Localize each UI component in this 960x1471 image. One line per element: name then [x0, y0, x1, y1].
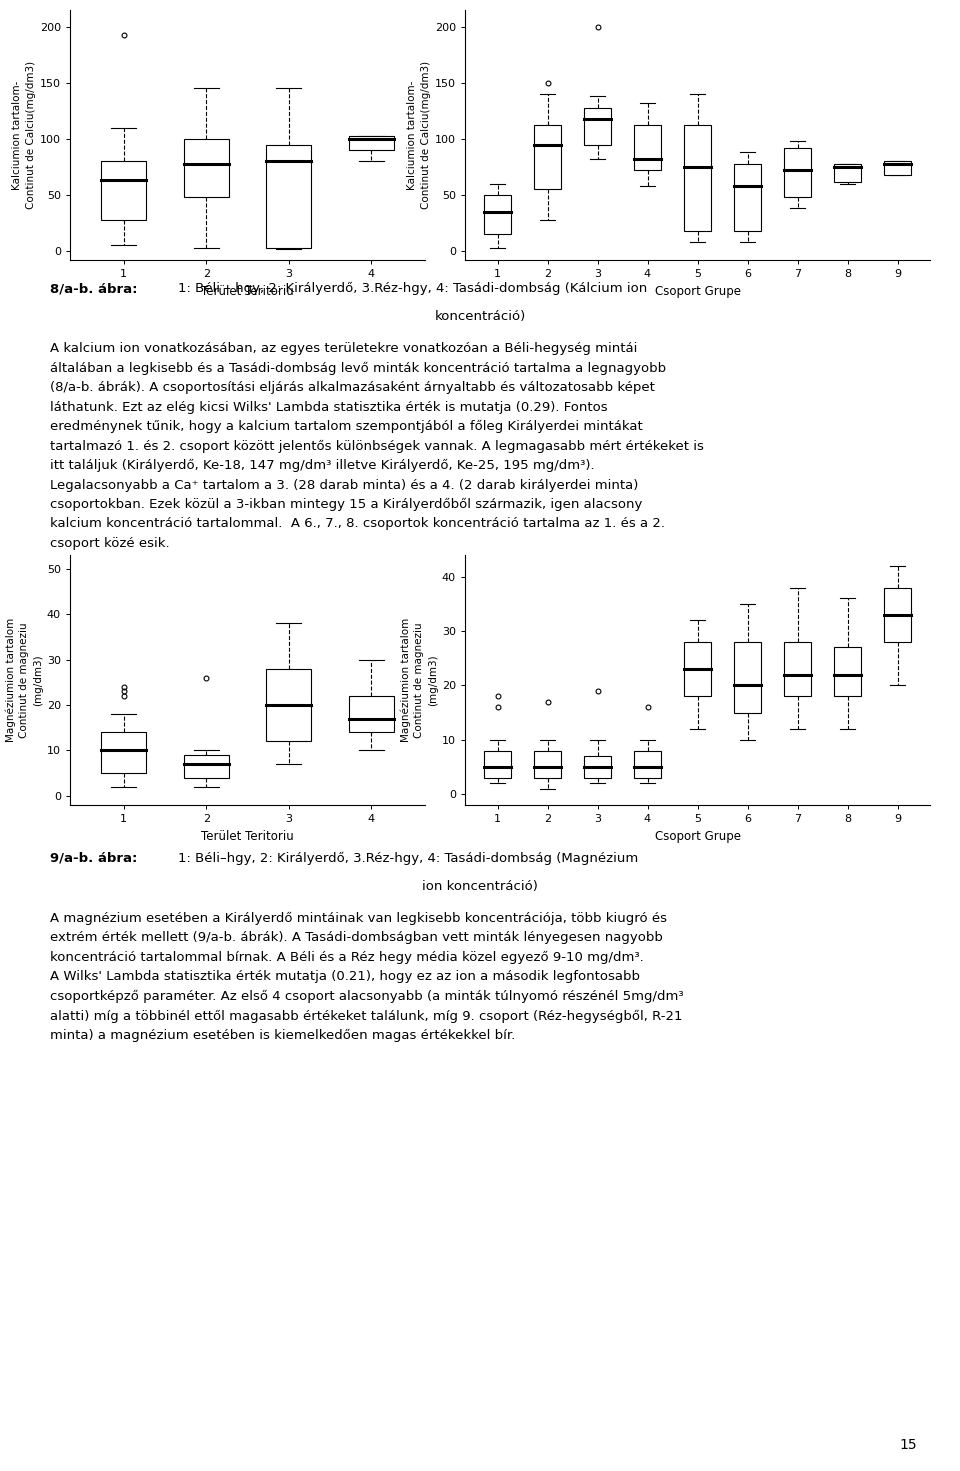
Text: 1: Béli – hgy, 2: Királyerdő, 3.Réz-hgy, 4: Tasádi-dombság (Kálcium ion: 1: Béli – hgy, 2: Királyerdő, 3.Réz-hgy,…	[178, 282, 647, 296]
Text: 9/a-b. ábra:: 9/a-b. ábra:	[50, 852, 137, 865]
Bar	[833, 163, 861, 181]
Bar	[884, 587, 911, 641]
Bar	[833, 647, 861, 696]
Text: 8/a-b. ábra:: 8/a-b. ábra:	[50, 282, 137, 296]
Bar	[584, 756, 612, 778]
Text: itt találjuk (Királyerdő, Ke-18, 147 mg/dm³ illetve Királyerdő, Ke-25, 195 mg/dm: itt találjuk (Királyerdő, Ke-18, 147 mg/…	[50, 459, 594, 472]
Bar	[733, 163, 761, 231]
Bar	[266, 669, 311, 741]
Bar	[183, 138, 228, 197]
Text: eredménynek tűnik, hogy a kalcium tartalom szempontjából a főleg Királyerdei min: eredménynek tűnik, hogy a kalcium tartal…	[50, 421, 642, 432]
Bar	[266, 144, 311, 247]
Text: csoport közé esik.: csoport közé esik.	[50, 537, 170, 550]
Bar	[783, 641, 811, 696]
Bar	[101, 733, 146, 774]
X-axis label: Csoport Grupe: Csoport Grupe	[655, 830, 740, 843]
Text: ion koncentráció): ion koncentráció)	[422, 880, 538, 893]
Text: alatti) míg a többinél ettől magasabb értékeket találunk, míg 9. csoport (Réz-he: alatti) míg a többinél ettől magasabb ér…	[50, 1009, 683, 1022]
Text: kalcium koncentráció tartalommal.  A 6., 7., 8. csoportok koncentráció tartalma : kalcium koncentráció tartalommal. A 6., …	[50, 518, 665, 531]
Bar	[684, 125, 711, 231]
Bar	[783, 149, 811, 197]
Bar	[534, 125, 562, 190]
Bar	[733, 641, 761, 712]
Text: csoportképző paraméter. Az első 4 csoport alacsonyabb (a minták túlnyomó részéné: csoportképző paraméter. Az első 4 csopor…	[50, 990, 684, 1003]
Bar	[348, 696, 394, 733]
Text: koncentráció tartalommal bírnak. A Béli és a Réz hegy média közel egyező 9-10 mg: koncentráció tartalommal bírnak. A Béli …	[50, 950, 643, 964]
Text: A Wilks' Lambda statisztika érték mutatja (0.21), hogy ez az ion a második legfo: A Wilks' Lambda statisztika érték mutatj…	[50, 971, 640, 984]
Y-axis label: Magnéziumion tartalom
Continut de magneziu
(mg/dm3): Magnéziumion tartalom Continut de magnez…	[400, 618, 438, 743]
Bar	[484, 750, 512, 778]
Text: tartalmazó 1. és 2. csoport között jelentős különbségek vannak. A legmagasabb mé: tartalmazó 1. és 2. csoport között jelen…	[50, 440, 704, 453]
Y-axis label: Kalciumion tartalom-
Continut de Calciu(mg/dm3): Kalciumion tartalom- Continut de Calciu(…	[12, 60, 36, 209]
Text: láthatunk. Ezt az elég kicsi Wilks' Lambda statisztika érték is mutatja (0.29). : láthatunk. Ezt az elég kicsi Wilks' Lamb…	[50, 400, 608, 413]
Bar	[348, 135, 394, 150]
Bar	[684, 641, 711, 696]
Text: (8/a-b. ábrák). A csoportosítási eljárás alkalmazásaként árnyaltabb és változato: (8/a-b. ábrák). A csoportosítási eljárás…	[50, 381, 655, 394]
Text: A magnézium esetében a Királyerdő mintáinak van legkisebb koncentrációja, több k: A magnézium esetében a Királyerdő mintái…	[50, 912, 667, 925]
Text: 15: 15	[900, 1437, 917, 1452]
X-axis label: Csoport Grupe: Csoport Grupe	[655, 284, 740, 297]
Text: 1: Béli–hgy, 2: Királyerdő, 3.Réz-hgy, 4: Tasádi-dombság (Magnézium: 1: Béli–hgy, 2: Királyerdő, 3.Réz-hgy, 4…	[178, 852, 637, 865]
Text: csoportokban. Ezek közül a 3-ikban mintegy 15 a Királyerdőből származik, igen al: csoportokban. Ezek közül a 3-ikban minte…	[50, 499, 642, 510]
Text: koncentráció): koncentráció)	[434, 310, 526, 324]
Bar	[183, 755, 228, 778]
Y-axis label: Kalciumion tartalom-
Continut de Calciu(mg/dm3): Kalciumion tartalom- Continut de Calciu(…	[407, 60, 431, 209]
Bar	[534, 750, 562, 778]
Text: Legalacsonyabb a Ca⁺ tartalom a 3. (28 darab minta) és a 4. (2 darab királyerdei: Legalacsonyabb a Ca⁺ tartalom a 3. (28 d…	[50, 478, 638, 491]
Y-axis label: Magnéziumion tartalom
Continut de magneziu
(mg/dm3): Magnéziumion tartalom Continut de magnez…	[6, 618, 42, 743]
Bar	[634, 125, 661, 171]
Text: extrém érték mellett (9/a-b. ábrák). A Tasádi-dombságban vett minták lényegesen : extrém érték mellett (9/a-b. ábrák). A T…	[50, 931, 662, 944]
Bar	[101, 162, 146, 219]
Bar	[584, 107, 612, 144]
Text: minta) a magnézium esetében is kiemelkedően magas értékekkel bír.: minta) a magnézium esetében is kiemelked…	[50, 1030, 516, 1041]
Bar	[884, 162, 911, 175]
X-axis label: Terület Teritoriu: Terület Teritoriu	[202, 830, 294, 843]
Bar	[484, 196, 512, 234]
X-axis label: Terület Teritoriu: Terület Teritoriu	[202, 284, 294, 297]
Text: általában a legkisebb és a Tasádi-dombság levő minták koncentráció tartalma a le: általában a legkisebb és a Tasádi-dombsá…	[50, 362, 666, 375]
Bar	[634, 750, 661, 778]
Text: A kalcium ion vonatkozásában, az egyes területekre vonatkozóan a Béli-hegység mi: A kalcium ion vonatkozásában, az egyes t…	[50, 341, 637, 355]
